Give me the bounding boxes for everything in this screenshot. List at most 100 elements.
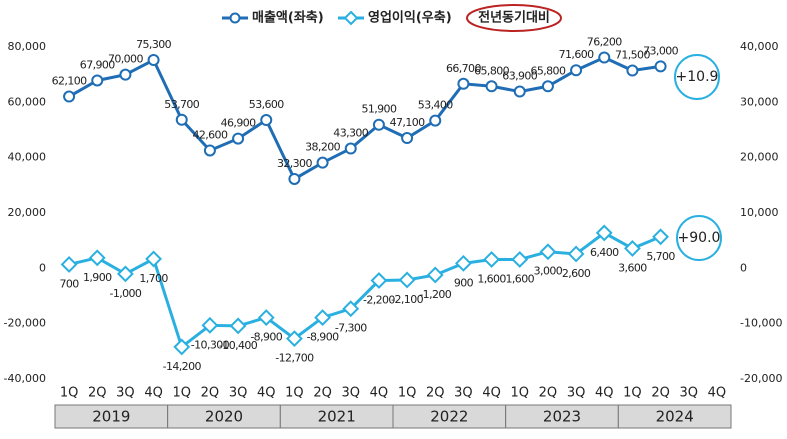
data-label: 65,800 (530, 64, 565, 77)
marker (145, 250, 162, 268)
x-tick-label: 2Q (426, 386, 445, 401)
data-label: 66,700 (446, 62, 481, 75)
year-label: 2022 (430, 408, 468, 426)
data-label: 2,600 (562, 267, 591, 280)
marker (426, 266, 444, 284)
x-tick-label: 2Q (651, 386, 670, 401)
x-tick-label: 3Q (229, 386, 248, 401)
x-tick-label: 4Q (708, 386, 727, 401)
y-tick-label: 80,000 (8, 40, 47, 53)
data-label: 1,900 (83, 271, 112, 284)
x-tick-label: 3Q (341, 386, 360, 401)
marker (316, 156, 329, 169)
marker (595, 224, 613, 242)
x-tick-label: 3Q (679, 386, 698, 401)
data-label: 71,600 (559, 48, 594, 61)
annotation: +90.0 (678, 230, 721, 246)
data-label: 67,900 (80, 58, 115, 71)
y2-tick-label: 40,000 (740, 40, 779, 53)
data-label: 700 (59, 277, 79, 290)
data-label: -2,200 (363, 294, 395, 307)
x-tick-label: 2Q (88, 386, 107, 401)
year-label: 2024 (656, 408, 694, 426)
marker (398, 271, 416, 289)
data-label: 43,300 (333, 127, 368, 140)
data-label: 3,600 (618, 261, 647, 274)
data-label: 3,000 (534, 265, 563, 278)
y-tick-label: 0 (39, 261, 46, 274)
marker (344, 142, 357, 155)
year-label: 2019 (92, 408, 130, 426)
x-tick-label: 4Q (144, 386, 163, 401)
x-tick-label: 1Q (510, 386, 529, 401)
marker (372, 118, 385, 131)
marker (232, 132, 245, 145)
data-label: 75,300 (136, 38, 171, 51)
marker (370, 272, 388, 289)
y-tick-label: 60,000 (8, 95, 47, 108)
marker (119, 68, 132, 81)
data-label: 62,100 (52, 75, 87, 88)
marker (457, 77, 470, 90)
x-tick-label: 2Q (313, 386, 332, 401)
marker (203, 144, 216, 157)
marker (455, 254, 472, 272)
x-tick-label: 4Q (482, 386, 501, 401)
marker (288, 172, 301, 185)
data-label: 1,600 (506, 272, 535, 285)
marker (173, 338, 191, 356)
year-label: 2020 (205, 408, 243, 426)
data-label: -7,300 (335, 322, 367, 335)
data-label: -10,300 (191, 338, 230, 351)
x-tick-label: 3Q (454, 386, 473, 401)
y2-tick-label: 30,000 (740, 95, 779, 108)
marker (260, 114, 273, 127)
x-tick-label: 1Q (285, 386, 304, 401)
y-tick-label: -40,000 (4, 372, 46, 385)
x-tick-label: 3Q (116, 386, 135, 401)
marker (175, 113, 188, 126)
data-label: 76,200 (587, 36, 622, 49)
marker (652, 228, 669, 246)
marker (570, 64, 583, 77)
data-label: 70,000 (108, 53, 143, 66)
data-label: 32,300 (277, 157, 312, 170)
data-label: 47,100 (390, 116, 425, 129)
data-label: -2,100 (391, 293, 423, 306)
x-tick-label: 4Q (370, 386, 389, 401)
marker (117, 265, 134, 283)
y2-tick-label: -10,000 (740, 317, 782, 330)
data-label: -8,900 (250, 331, 282, 344)
data-label: 63,900 (502, 70, 537, 83)
comparison-label: 전년동기대비 (478, 10, 550, 26)
marker (63, 90, 76, 103)
marker (429, 114, 442, 127)
marker (485, 80, 498, 93)
series-line (68, 231, 662, 350)
x-tick-label: 4Q (257, 386, 276, 401)
x-tick-label: 1Q (398, 386, 417, 401)
data-label: 53,600 (249, 98, 284, 111)
y-tick-label: -20,000 (4, 317, 46, 330)
marker (91, 74, 104, 87)
y2-tick-label: 10,000 (740, 206, 779, 219)
legend-label: 매출액(좌축) (252, 10, 324, 26)
series-line (68, 55, 661, 182)
data-label: 53,700 (164, 98, 199, 111)
marker (88, 249, 106, 267)
data-label: -10,400 (219, 339, 258, 352)
data-label: 900 (454, 276, 474, 289)
x-tick-label: 1Q (172, 386, 191, 401)
marker (147, 54, 160, 67)
marker (567, 245, 585, 263)
marker (598, 51, 611, 64)
marker (513, 85, 526, 98)
data-label: -8,900 (307, 331, 339, 344)
data-label: 71,500 (615, 49, 650, 62)
data-label: 1,700 (139, 272, 168, 285)
data-label: 51,900 (361, 103, 396, 116)
annotation-circle (676, 215, 722, 261)
data-label: 1,600 (477, 272, 506, 285)
marker (60, 256, 78, 273)
